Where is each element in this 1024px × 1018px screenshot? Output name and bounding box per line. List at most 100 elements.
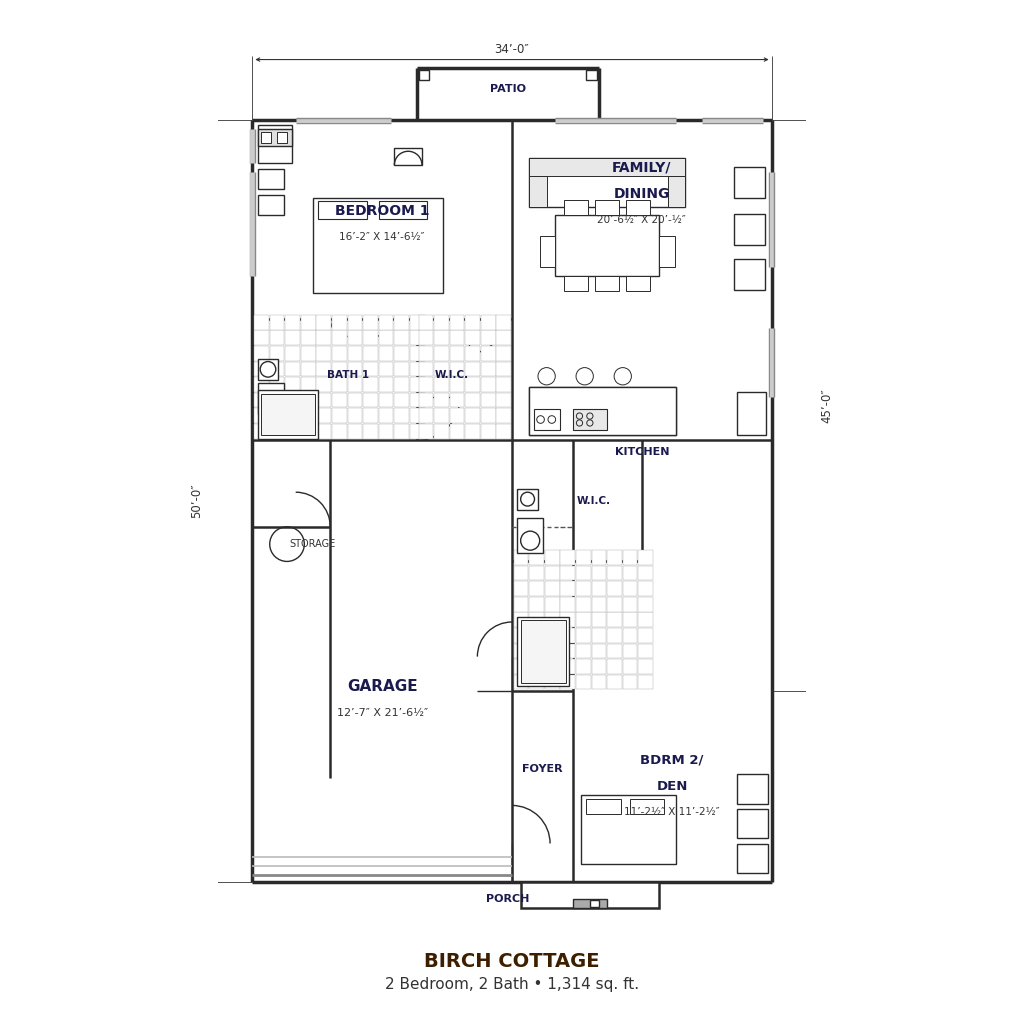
Bar	[560, 597, 575, 612]
Bar	[497, 361, 511, 377]
Text: 34’-0″: 34’-0″	[495, 43, 529, 56]
Bar	[520, 620, 565, 683]
Bar	[419, 393, 433, 407]
Bar	[497, 315, 511, 330]
Bar	[410, 346, 425, 360]
Bar	[261, 132, 271, 143]
Bar	[332, 408, 347, 423]
Bar	[301, 377, 315, 392]
Bar	[332, 346, 347, 360]
Bar	[316, 346, 331, 360]
Bar	[379, 423, 393, 439]
Bar	[540, 236, 555, 268]
Bar	[590, 900, 599, 907]
Bar	[434, 361, 449, 377]
Bar	[529, 643, 544, 659]
Bar	[497, 346, 511, 360]
Bar	[347, 361, 362, 377]
Bar	[638, 628, 653, 642]
Bar	[587, 70, 597, 80]
Bar	[737, 392, 766, 435]
Bar	[301, 331, 315, 345]
Bar	[364, 315, 378, 330]
Bar	[481, 408, 496, 423]
Bar	[514, 643, 528, 659]
Bar	[623, 643, 638, 659]
Bar	[316, 423, 331, 439]
Bar	[316, 408, 331, 423]
Bar	[419, 346, 433, 360]
Bar	[269, 393, 285, 407]
Bar	[545, 628, 559, 642]
Bar	[394, 331, 409, 345]
Bar	[379, 331, 393, 345]
Bar	[261, 394, 314, 435]
Bar	[465, 346, 480, 360]
Bar	[318, 202, 367, 219]
Bar	[347, 377, 362, 392]
Bar	[450, 423, 465, 439]
Bar	[254, 408, 269, 423]
Bar	[497, 377, 511, 392]
Bar	[254, 331, 269, 345]
Bar	[347, 408, 362, 423]
Text: FAMILY/: FAMILY/	[612, 161, 672, 175]
Bar	[481, 393, 496, 407]
Bar	[529, 660, 544, 674]
Bar	[301, 408, 315, 423]
Bar	[497, 393, 511, 407]
Text: DINING: DINING	[613, 186, 670, 201]
Bar	[410, 393, 425, 407]
Bar	[465, 408, 480, 423]
Bar	[481, 315, 496, 330]
Bar	[332, 423, 347, 439]
Bar	[514, 613, 528, 627]
Bar	[555, 216, 659, 276]
Bar	[529, 550, 544, 565]
Bar	[529, 613, 544, 627]
Bar	[269, 346, 285, 360]
Bar	[286, 408, 300, 423]
Bar	[434, 393, 449, 407]
Bar	[269, 331, 285, 345]
Bar	[545, 613, 559, 627]
Bar	[379, 315, 393, 330]
Bar	[529, 566, 544, 580]
Bar	[332, 315, 347, 330]
Text: W.I.C.: W.I.C.	[578, 496, 611, 506]
Text: 45’-0″: 45’-0″	[820, 388, 834, 423]
Bar	[592, 675, 606, 689]
Bar	[638, 550, 653, 565]
Bar	[419, 361, 433, 377]
Bar	[737, 809, 768, 839]
Bar	[254, 377, 269, 392]
Bar	[481, 377, 496, 392]
Bar	[410, 408, 425, 423]
Bar	[347, 423, 362, 439]
Bar	[577, 660, 591, 674]
Bar	[514, 566, 528, 580]
Bar	[258, 194, 284, 216]
Bar	[514, 628, 528, 642]
Bar	[545, 643, 559, 659]
Bar	[592, 660, 606, 674]
Bar	[269, 361, 285, 377]
Bar	[286, 346, 300, 360]
Bar	[545, 550, 559, 565]
Bar	[419, 70, 429, 80]
Bar	[564, 200, 588, 216]
Bar	[564, 276, 588, 291]
Bar	[419, 408, 433, 423]
Bar	[379, 346, 393, 360]
Bar	[258, 383, 284, 414]
Bar	[514, 660, 528, 674]
Bar	[545, 597, 559, 612]
Text: BEDROOM 1: BEDROOM 1	[335, 204, 429, 218]
Bar	[379, 408, 393, 423]
Bar	[269, 315, 285, 330]
Bar	[592, 613, 606, 627]
Bar	[623, 675, 638, 689]
Bar	[607, 566, 622, 580]
Bar	[286, 423, 300, 439]
Bar	[316, 377, 331, 392]
